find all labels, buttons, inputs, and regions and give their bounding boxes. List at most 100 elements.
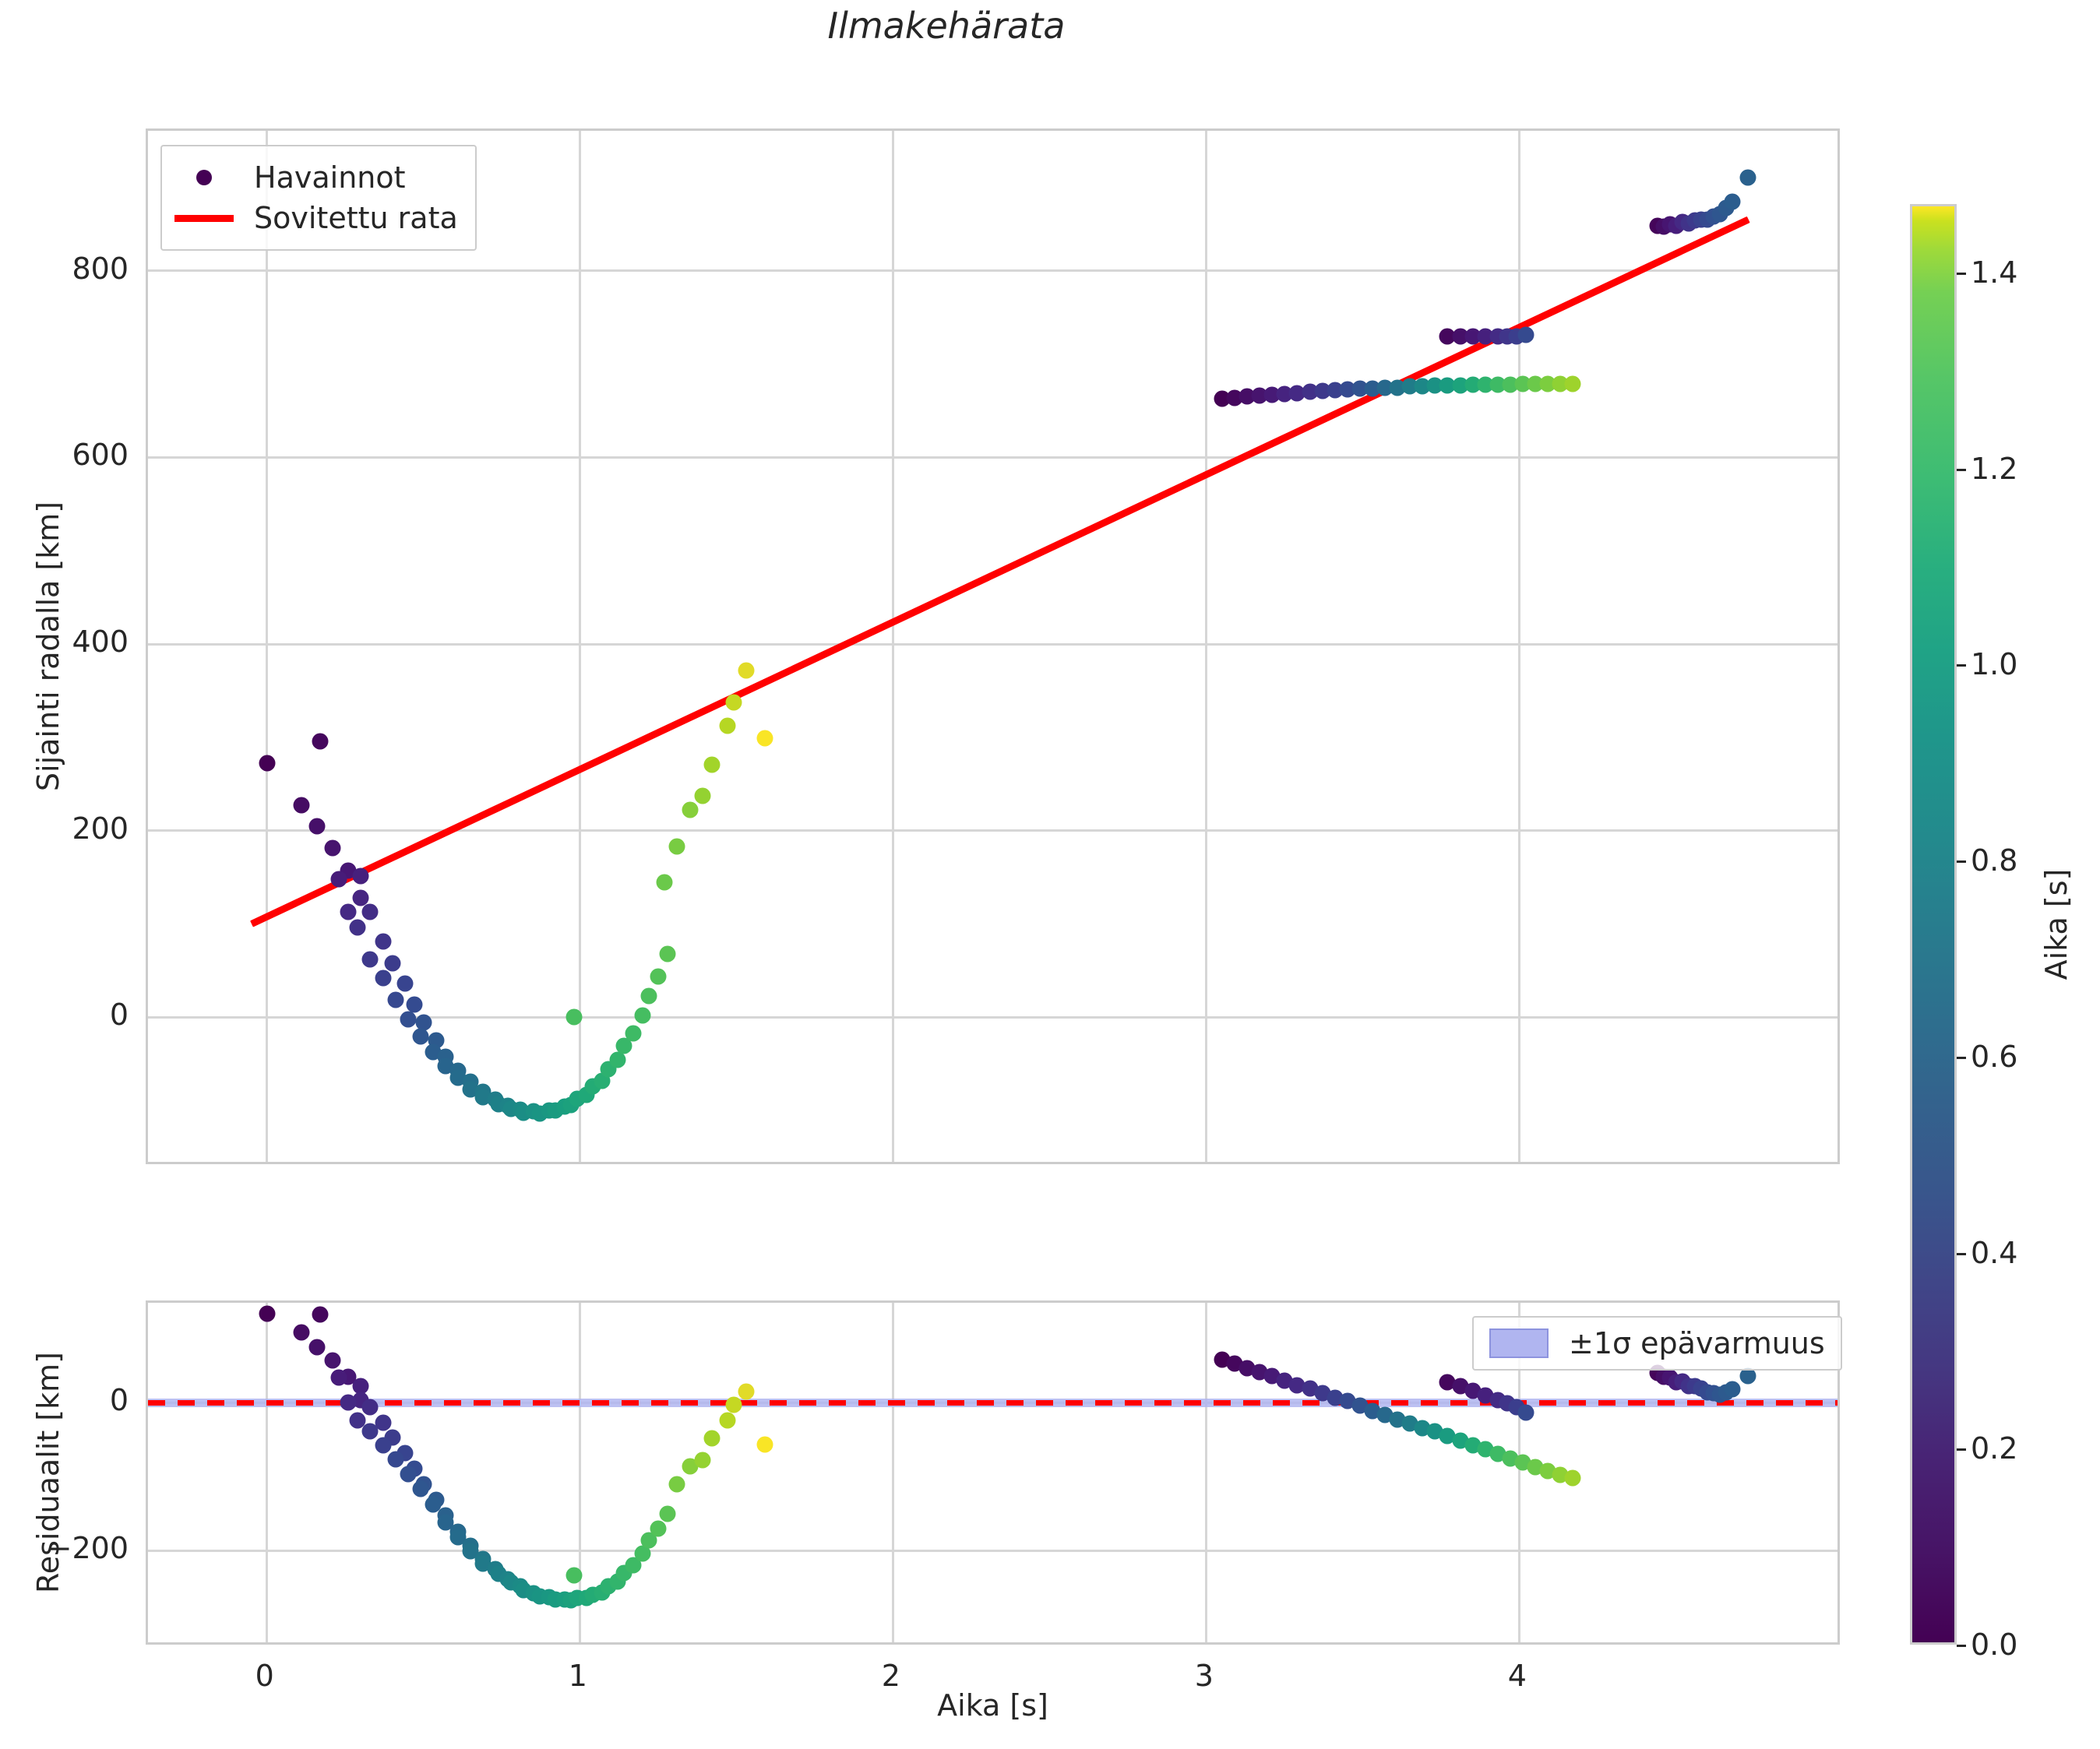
- colorbar-tick-mark: [1957, 273, 1966, 276]
- main-data-point: [361, 903, 379, 920]
- main-data-point: [1517, 326, 1534, 343]
- residual-data-point: [682, 1458, 699, 1475]
- residual-data-point: [756, 1436, 773, 1453]
- residual-data-point: [738, 1383, 755, 1400]
- main-data-point: [1276, 385, 1293, 403]
- main-data-point: [1339, 381, 1356, 398]
- main-data-point: [1452, 328, 1469, 345]
- band-swatch-icon: [1489, 1328, 1549, 1358]
- main-data-point: [412, 1028, 429, 1045]
- main-gridline-x-0: [266, 131, 269, 1162]
- residual-data-point: [566, 1567, 583, 1584]
- main-gridline-y-1: [148, 456, 1838, 459]
- legend-item-fitted-track: Sovitettu rata: [174, 198, 458, 238]
- main-data-point: [406, 996, 423, 1012]
- residual-data-point: [474, 1555, 492, 1572]
- main-data-point: [1452, 377, 1469, 394]
- colorbar-tick-mark: [1957, 1448, 1966, 1452]
- residual-data-point: [293, 1324, 310, 1341]
- main-data-point: [682, 801, 699, 818]
- residual-data-point: [1464, 1382, 1482, 1399]
- residual-gridline-y-1: [148, 1549, 1838, 1552]
- main-data-point: [1376, 379, 1394, 396]
- main-data-point: [437, 1057, 454, 1075]
- residual-data-point: [412, 1480, 429, 1497]
- colorbar-tick-mark: [1957, 860, 1966, 864]
- main-gridline-y-2: [148, 642, 1838, 646]
- fitted-track-line: [249, 216, 1750, 927]
- main-data-point: [449, 1069, 467, 1086]
- main-data-point: [361, 951, 379, 968]
- residual-data-point: [330, 1369, 347, 1386]
- residual-gridline-x-3: [1205, 1303, 1208, 1642]
- residual-data-point: [1477, 1387, 1494, 1404]
- main-data-point: [1414, 378, 1431, 395]
- residual-data-point: [1314, 1385, 1331, 1402]
- colorbar-tick-label: 0.0: [1971, 1628, 2018, 1662]
- colorbar-tick-label: 1.0: [1971, 647, 2018, 682]
- colorbar: 1.4 1.2 1.0 0.8 0.6 0.4 0.2 0.0: [1910, 204, 2017, 1662]
- residual-data-point: [361, 1399, 379, 1416]
- residual-data-point: [312, 1306, 329, 1323]
- colorbar-tick-mark: [1957, 664, 1966, 667]
- residual-data-point: [1364, 1402, 1381, 1420]
- main-gridline-y-4: [148, 1015, 1838, 1019]
- residual-data-point: [668, 1476, 685, 1493]
- residual-data-point: [1276, 1372, 1293, 1389]
- residual-data-point: [1539, 1462, 1556, 1480]
- main-y-tick-label: 800: [72, 251, 129, 286]
- legend-label-sigma-band: ±1σ epävarmuus: [1569, 1326, 1825, 1360]
- legend-label-fitted-track: Sovitettu rata: [254, 201, 458, 235]
- residual-data-point: [1339, 1392, 1356, 1409]
- legend-item-observations: Havainnot: [174, 157, 458, 198]
- residual-data-point: [1739, 1367, 1756, 1385]
- x-axis-label: Aika [s]: [937, 1688, 1048, 1723]
- colorbar-tick-label: 1.4: [1971, 255, 2018, 290]
- main-data-point: [1351, 380, 1369, 397]
- main-data-point: [1327, 382, 1344, 399]
- colorbar-tick-label: 1.2: [1971, 451, 2018, 486]
- main-data-point: [640, 987, 657, 1005]
- colorbar-tick-label: 0.4: [1971, 1235, 2018, 1270]
- main-data-point: [1464, 328, 1482, 345]
- residual-data-point: [1302, 1380, 1319, 1397]
- main-data-point: [400, 1011, 417, 1028]
- main-data-point: [293, 797, 310, 814]
- main-data-point: [415, 1014, 432, 1031]
- main-data-point: [1314, 382, 1331, 399]
- residual-data-point: [375, 1437, 392, 1453]
- main-data-point: [375, 970, 392, 987]
- residual-data-point: [1327, 1389, 1344, 1406]
- main-gridline-x-1: [579, 131, 582, 1162]
- main-data-point: [1263, 386, 1281, 403]
- main-plot-axes: [146, 128, 1840, 1164]
- main-data-point: [1552, 375, 1569, 392]
- residual-data-point: [725, 1396, 742, 1413]
- residual-data-point: [437, 1514, 454, 1531]
- main-data-point: [312, 733, 329, 750]
- page-title: Ilmakehärata: [827, 5, 1066, 47]
- main-data-point: [1502, 376, 1519, 393]
- main-data-point: [308, 818, 326, 835]
- main-data-point: [694, 787, 711, 804]
- main-data-point: [352, 889, 369, 906]
- residual-data-point: [352, 1378, 369, 1395]
- main-data-point: [615, 1037, 632, 1054]
- residual-data-point: [1514, 1454, 1531, 1471]
- residual-zero-line: [148, 1399, 1838, 1406]
- main-data-point: [340, 903, 357, 920]
- main-data-point: [1539, 375, 1556, 392]
- main-data-point: [650, 968, 667, 985]
- residual-data-point: [1401, 1415, 1418, 1432]
- residual-data-point: [387, 1451, 404, 1468]
- main-data-point: [387, 991, 404, 1008]
- line-swatch-icon: [174, 214, 234, 222]
- residual-data-point: [1351, 1397, 1369, 1414]
- x-tick-label: 4: [1507, 1659, 1527, 1693]
- residual-data-point: [1464, 1437, 1482, 1453]
- residual-data-point: [1239, 1360, 1256, 1377]
- main-data-point: [725, 694, 742, 711]
- residual-y-tick-label: 0: [109, 1383, 129, 1418]
- residual-data-point: [650, 1520, 667, 1537]
